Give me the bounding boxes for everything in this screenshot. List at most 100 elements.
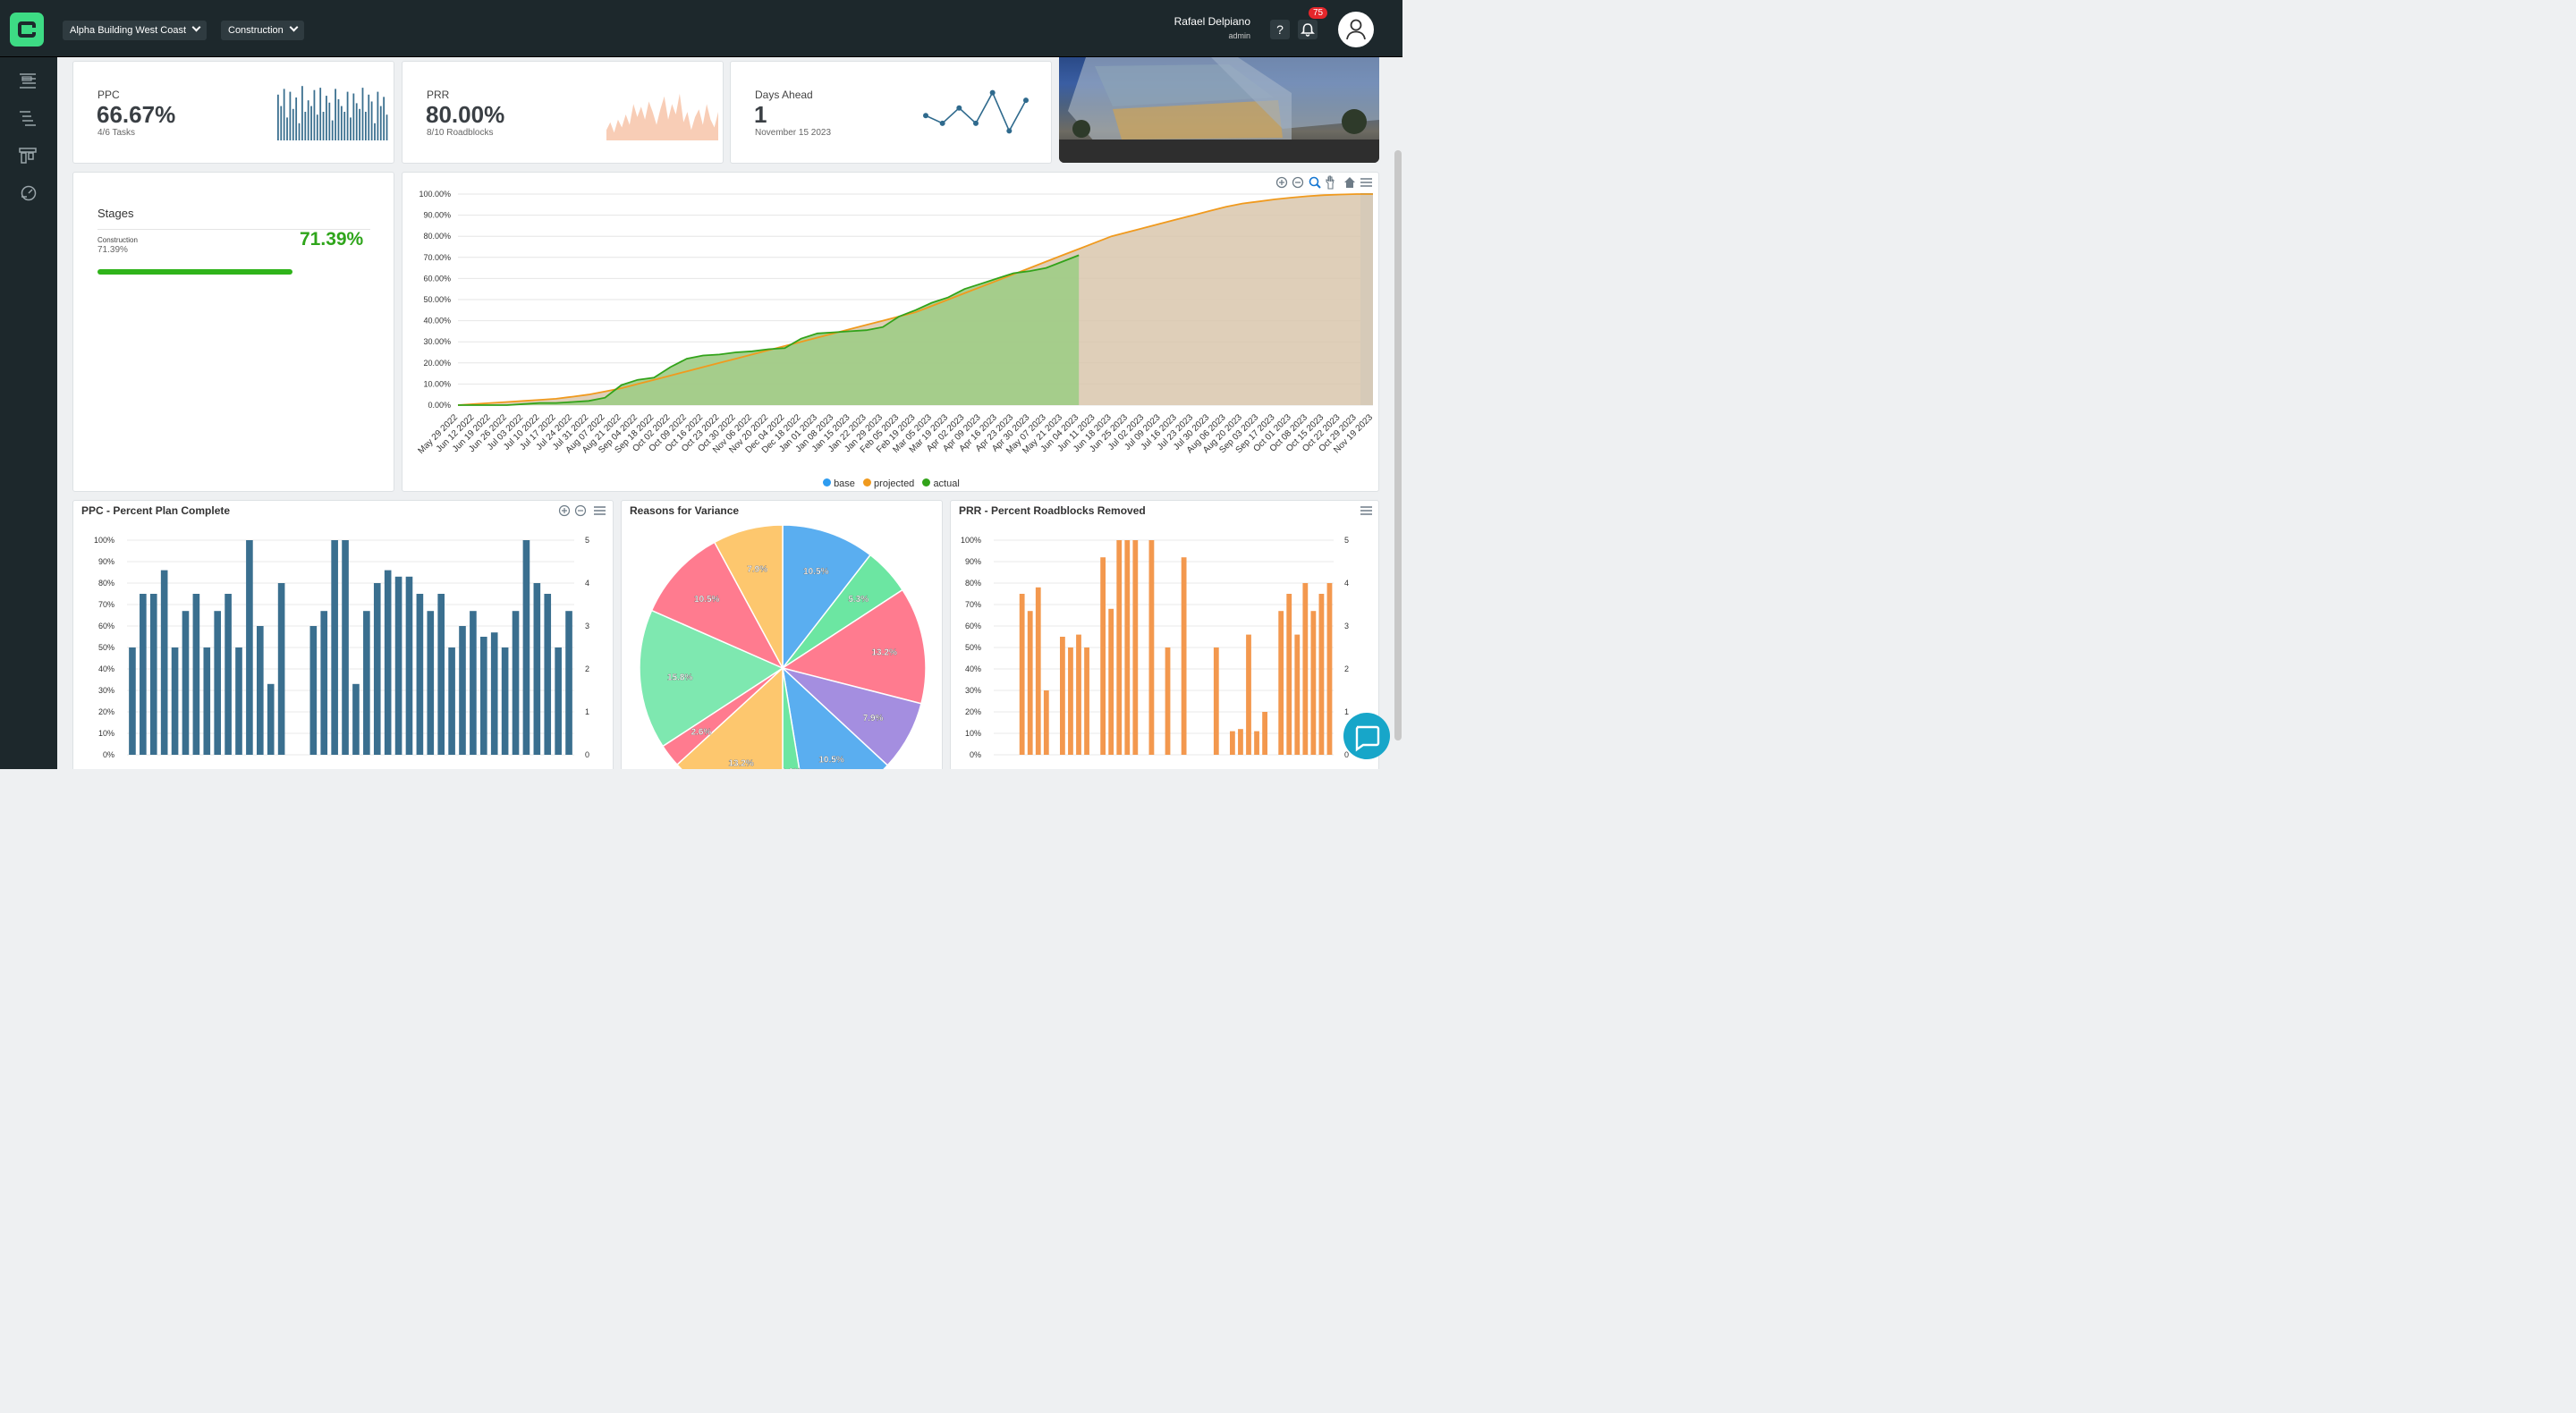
spark-bar [280, 106, 283, 140]
pie-label: 7.9% [747, 564, 767, 574]
bar [352, 683, 360, 755]
bar [1213, 647, 1219, 755]
bar [331, 540, 338, 755]
variance-pie-plot: 10.5% 5.3% 13.2% 7.9% 10.5% 2.6% 13.2% 2.6% 15.8… [639, 524, 927, 769]
bar [1294, 634, 1301, 755]
spark-bar [352, 93, 355, 140]
board-icon[interactable] [18, 147, 38, 165]
spark-bar [307, 100, 309, 140]
projected-series-area [458, 194, 1373, 405]
zoom-in-icon[interactable] [558, 504, 571, 517]
spark-bar [364, 112, 367, 140]
bar [1148, 540, 1155, 755]
s-curve-chart-card: 0.00% 10.00% 20.00% 30.00% 40.00% 50.00% 60.00… [402, 172, 1379, 492]
spark-bar [316, 114, 318, 140]
spark-point [973, 120, 979, 126]
app-logo[interactable] [10, 13, 44, 47]
dashboard-gauge-icon[interactable] [18, 184, 38, 202]
avatar[interactable] [1338, 12, 1374, 47]
schedule-list-icon[interactable] [18, 109, 38, 127]
zoom-out-icon[interactable] [574, 504, 587, 517]
prr-label: PRR [427, 89, 450, 101]
y-tick-label: 0.00% [428, 401, 451, 410]
stage-progress-fill [97, 269, 292, 275]
bar [459, 626, 466, 755]
pie-label: 10.5% [694, 595, 719, 605]
bar [129, 647, 136, 755]
selection-zoom-icon[interactable] [1309, 176, 1321, 189]
pie-label: 2.6% [691, 728, 712, 738]
y2-tick-label: 1 [585, 707, 589, 716]
y-tick-label: 60% [965, 622, 981, 630]
bar [342, 540, 349, 755]
spark-bar [310, 106, 312, 140]
bar [149, 594, 157, 755]
bar [1302, 583, 1309, 755]
project-dropdown[interactable]: Alpha Building West Coast [63, 21, 208, 40]
bar [1019, 594, 1025, 755]
bar [480, 637, 487, 755]
notifications-button[interactable] [1298, 20, 1318, 39]
bar [257, 626, 264, 755]
y-tick-label: 30.00% [423, 337, 451, 346]
legend-base[interactable]: base [834, 478, 855, 489]
y2-tick-label: 4 [1344, 579, 1349, 588]
pan-hand-icon[interactable] [1326, 175, 1335, 190]
y-tick-label: 20% [98, 707, 114, 716]
bar [565, 611, 572, 755]
zoom-in-icon[interactable] [1275, 176, 1288, 189]
y-tick-label: 60.00% [423, 274, 451, 283]
spark-bar [355, 103, 358, 140]
bar [171, 647, 179, 755]
bar [267, 683, 275, 755]
bar [501, 647, 509, 755]
page-scrollbar[interactable] [1394, 150, 1402, 740]
y2-tick-label: 2 [585, 664, 589, 673]
gantt-icon[interactable] [18, 72, 38, 89]
pie-label: 13.2% [871, 647, 896, 657]
phase-dropdown[interactable]: Construction [221, 21, 304, 40]
help-button[interactable]: ? [1270, 20, 1290, 39]
bar [1043, 690, 1049, 755]
chevron-down-icon [289, 22, 299, 32]
menu-icon[interactable] [1360, 178, 1372, 187]
y-tick-label: 30% [98, 686, 114, 695]
pie-label: 10.5% [818, 755, 843, 765]
y-tick-label: 50% [965, 643, 981, 652]
building-image [1059, 57, 1379, 163]
y2-tick-label: 0 [585, 750, 589, 759]
y-tick-label: 10% [98, 729, 114, 738]
spark-point [1006, 128, 1013, 134]
spark-bar [292, 108, 294, 140]
prr-chart-card: PRR - Percent Roadblocks Removed 0% 10% 20… [950, 500, 1379, 769]
y-tick-label: 70% [965, 600, 981, 609]
bar [544, 594, 552, 755]
y-tick-label: 0% [970, 750, 981, 759]
menu-icon[interactable] [594, 506, 606, 515]
spark-bar [313, 89, 316, 140]
chat-button[interactable] [1343, 713, 1390, 759]
legend-projected[interactable]: projected [874, 478, 915, 489]
y-tick-label: 90% [965, 557, 981, 566]
pie-slice [782, 667, 801, 769]
bar [214, 611, 221, 755]
bar [1100, 557, 1106, 755]
bar [394, 576, 402, 755]
y-tick-label: 20.00% [423, 359, 451, 368]
spark-bar [326, 96, 327, 140]
y-tick-label: 10% [965, 729, 981, 738]
menu-icon[interactable] [1359, 504, 1375, 517]
reset-home-icon[interactable] [1344, 177, 1355, 188]
spark-bar [377, 91, 379, 140]
spark-bar [370, 101, 373, 140]
bar [448, 647, 455, 755]
bar [1318, 594, 1325, 755]
logo-notch [25, 28, 38, 32]
pie-label: 2.6% [781, 767, 801, 769]
y-tick-label: 70.00% [423, 253, 451, 262]
bar [140, 594, 147, 755]
legend-actual[interactable]: actual [933, 478, 960, 489]
chevron-down-icon [191, 22, 201, 32]
bar [1262, 712, 1267, 755]
zoom-out-icon[interactable] [1292, 176, 1304, 189]
